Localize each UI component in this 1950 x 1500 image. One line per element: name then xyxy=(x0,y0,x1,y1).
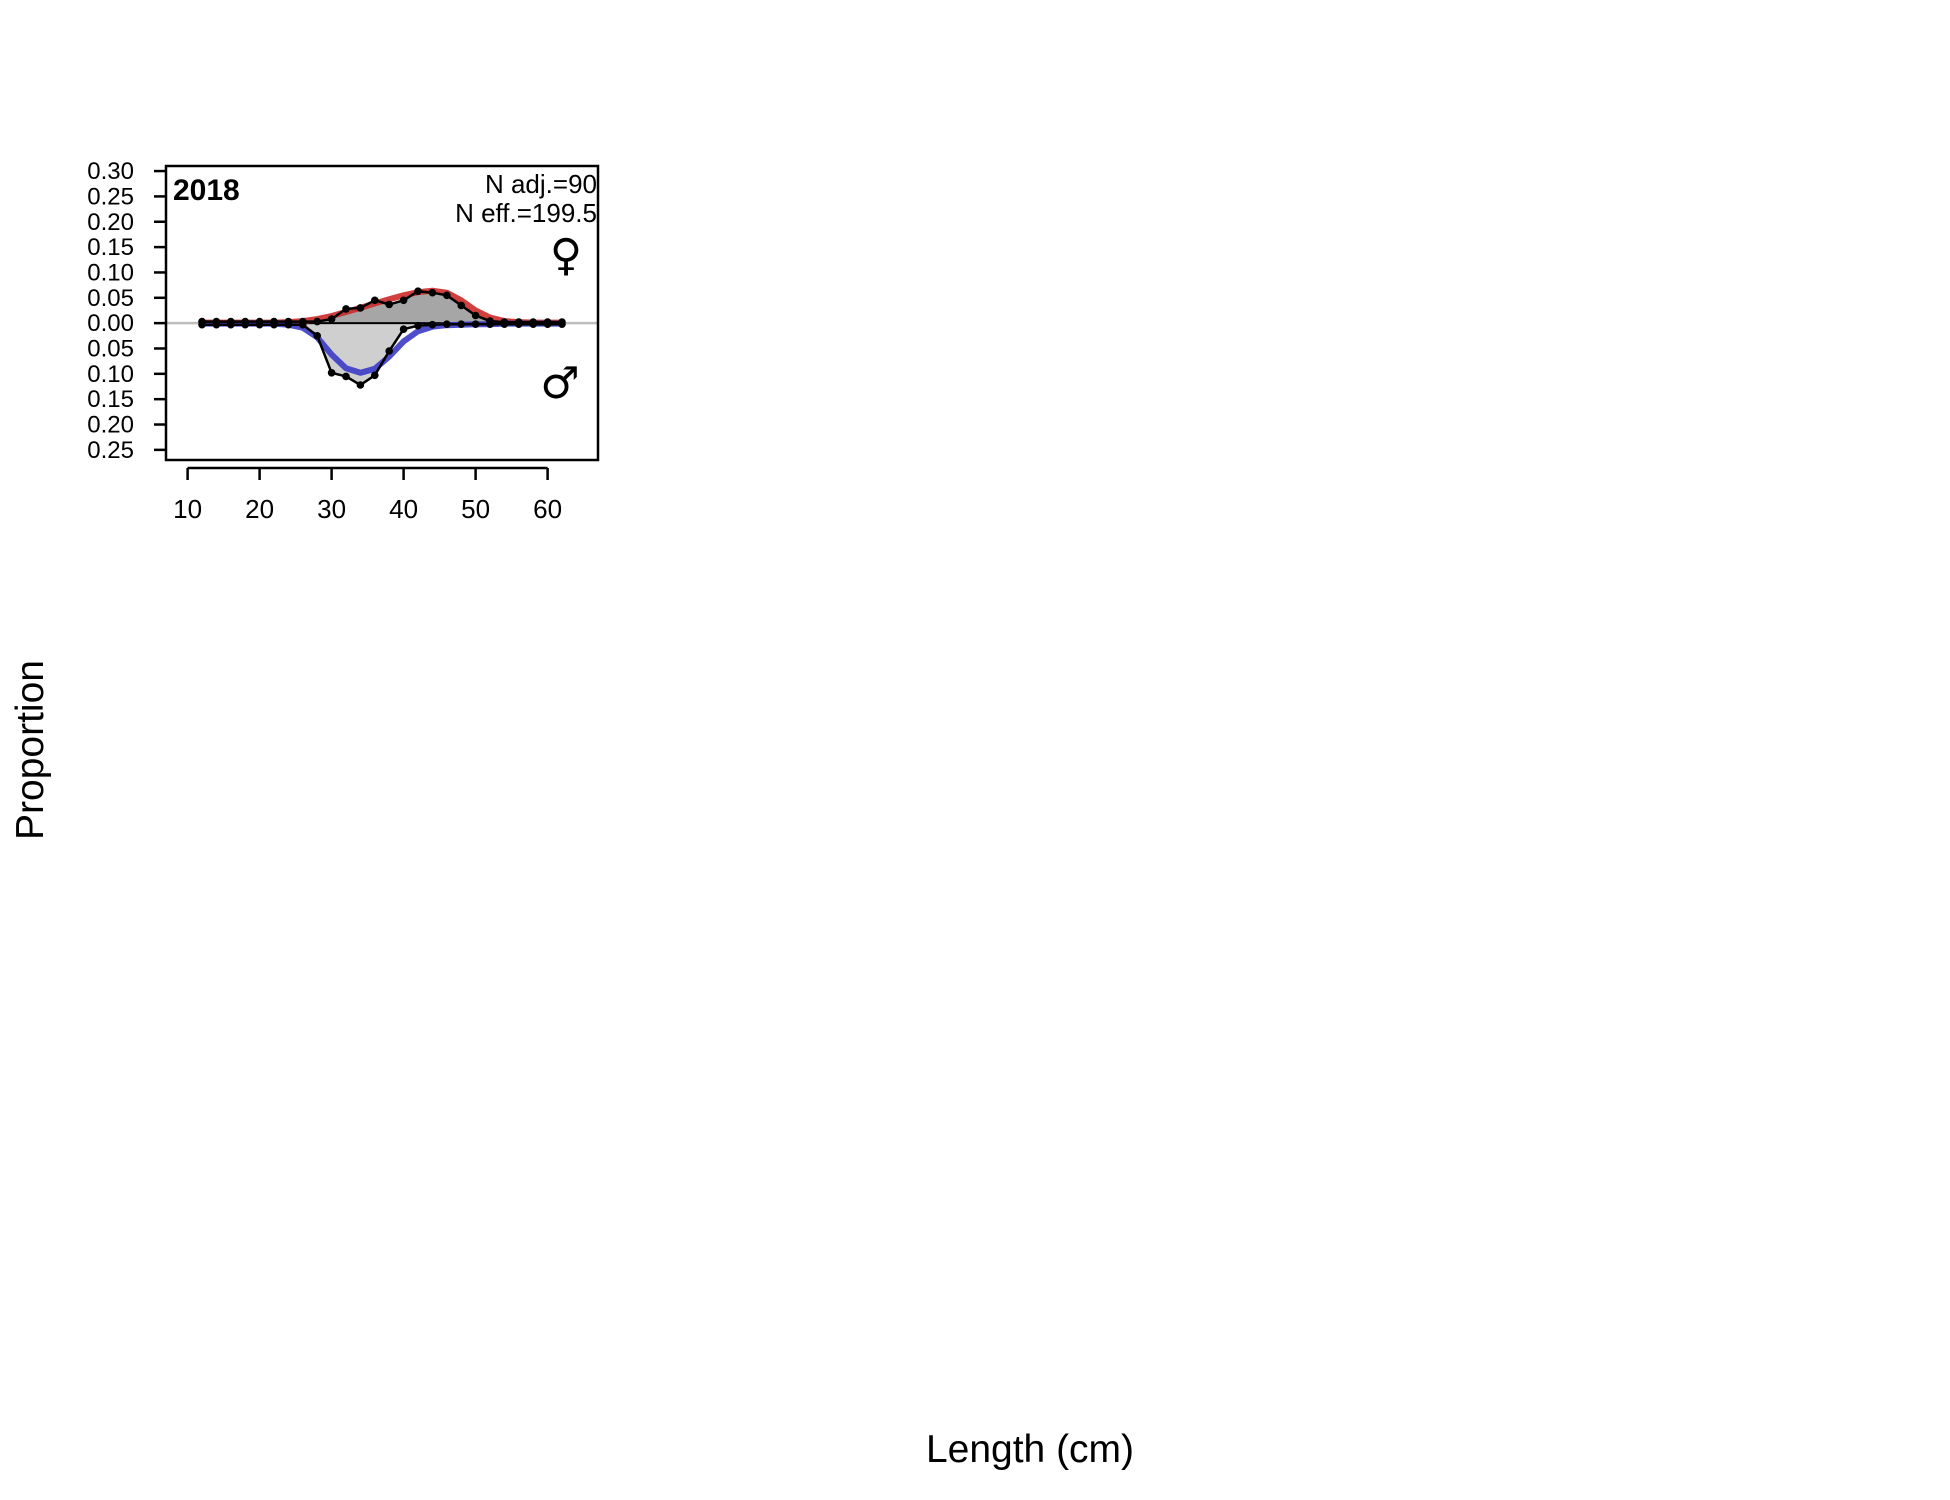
male-observed-area xyxy=(202,323,562,385)
male-observed-point xyxy=(414,321,422,330)
male-observed-point xyxy=(227,320,235,329)
male-observed-point xyxy=(270,320,278,329)
male-observed-point xyxy=(471,320,480,329)
male-observed-point xyxy=(327,369,336,377)
female-observed-point xyxy=(471,311,480,320)
male-observed-point xyxy=(313,332,322,340)
male-observed-point xyxy=(443,320,451,329)
y-axis-label: Proportion xyxy=(9,660,52,840)
male-observed-point xyxy=(241,320,249,329)
male-observed-point xyxy=(529,320,537,329)
male-observed-point xyxy=(255,320,264,329)
y-tick-label: 0.15 xyxy=(87,386,134,413)
x-axis-label: Length (cm) xyxy=(926,1428,1134,1471)
y-axis: 0.300.250.200.150.100.050.000.050.100.15… xyxy=(87,158,166,464)
male-observed-point xyxy=(342,372,350,381)
observed-points xyxy=(198,287,566,389)
observed-fills xyxy=(202,291,562,385)
y-tick-label: 0.25 xyxy=(87,183,134,210)
female-observed-point xyxy=(399,296,408,305)
x-axis: 10 20 30 40 50 60 xyxy=(173,466,562,524)
female-observed-point xyxy=(457,301,466,310)
male-observed-point xyxy=(299,320,307,329)
x-tick-label: 10 xyxy=(173,494,202,524)
female-observed-point xyxy=(327,315,336,323)
y-tick-label: 0.10 xyxy=(87,259,134,286)
x-tick-label: 40 xyxy=(389,494,418,524)
y-tick-label: 0.05 xyxy=(87,285,134,312)
male-observed-point xyxy=(543,320,552,329)
y-tick-label: 0.05 xyxy=(87,335,134,362)
male-observed-point xyxy=(500,320,509,329)
panel-year-label: 2018 xyxy=(173,174,240,207)
plot-frame xyxy=(164,164,600,462)
y-tick-label: 0.10 xyxy=(87,361,134,388)
n-adj-annotation: N adj.=90 xyxy=(485,169,597,199)
x-tick-label: 30 xyxy=(317,494,346,524)
female-observed-point xyxy=(414,287,422,296)
male-observed-point xyxy=(558,320,566,329)
y-tick-label: 0.25 xyxy=(87,437,134,464)
y-tick-label: 0.00 xyxy=(87,310,134,337)
x-tick-label: 20 xyxy=(245,494,274,524)
male-observed-point xyxy=(385,347,394,355)
x-tick-label: 60 xyxy=(533,494,562,524)
y-tick-label: 0.15 xyxy=(87,234,134,261)
female-observed-point xyxy=(342,305,350,313)
male-observed-point xyxy=(428,320,437,329)
x-tick-label: 50 xyxy=(461,494,490,524)
female-observed-point xyxy=(443,291,451,300)
male-observed-point xyxy=(399,325,408,334)
male-observed-point xyxy=(212,320,221,329)
n-eff-annotation: N eff.=199.5 xyxy=(455,198,597,228)
male-observed-point xyxy=(198,320,206,329)
y-tick-label: 0.20 xyxy=(87,209,134,236)
male-observed-point xyxy=(515,320,523,329)
chart-panel: 0.300.250.200.150.100.050.000.050.100.15… xyxy=(87,158,600,524)
y-tick-label: 0.20 xyxy=(87,412,134,439)
female-observed-point xyxy=(313,317,322,326)
female-observed-point xyxy=(356,304,365,312)
male-observed-point xyxy=(284,320,293,329)
male-observed-point xyxy=(457,320,466,329)
female-symbol: ♀ xyxy=(550,230,582,281)
male-observed-point xyxy=(356,381,365,389)
female-observed-point xyxy=(385,300,394,309)
y-tick-label: 0.30 xyxy=(87,158,134,185)
female-observed-point xyxy=(371,296,379,305)
male-observed-point xyxy=(486,320,494,329)
female-observed-point xyxy=(428,288,437,297)
male-observed-point xyxy=(371,371,379,380)
male-symbol: ♂ xyxy=(540,358,579,409)
